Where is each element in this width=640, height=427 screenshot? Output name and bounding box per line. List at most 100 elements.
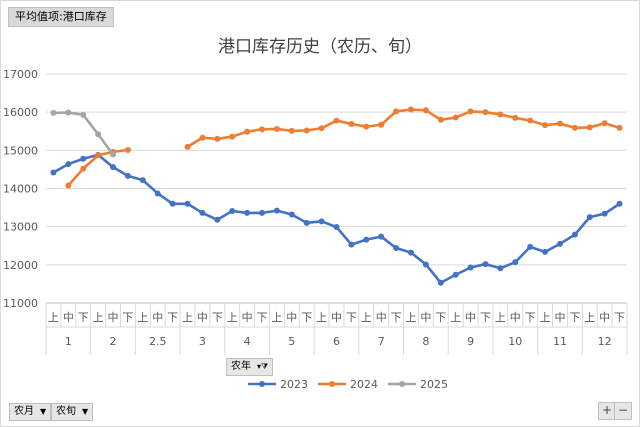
data-point-2024 [512,114,519,121]
x-tick-label-inner: 中 [152,311,163,324]
x-tick-label-inner: 下 [212,311,223,324]
x-tick-label-inner: 上 [93,311,104,324]
x-tick-label-inner: 下 [435,311,446,324]
data-point-2024 [467,108,474,115]
data-point-2023 [348,241,355,248]
x-tick-label-inner: 中 [286,311,297,324]
x-axis: 上中下上中下上中下上中下上中下上中下上中下上中下上中下上中下上中下上中下上中下1… [45,302,628,355]
data-point-2023 [288,211,295,218]
data-point-2023 [571,231,578,238]
data-point-2024 [348,120,355,127]
x-tick-label-outer: 4 [244,335,251,348]
filter-month-label: 农月 [14,406,34,417]
data-point-2023 [50,169,57,176]
axis-field-button-nongnian[interactable]: 农年 ▾⧩ [226,358,274,376]
data-point-2024 [199,134,206,141]
filter-button-month[interactable]: 农月 ▼ [9,403,52,421]
x-tick-label-outer: 1 [65,335,72,348]
data-point-2024 [556,120,563,127]
data-point-2024 [571,124,578,131]
dropdown-arrow-icon: ▼ [40,407,47,416]
legend-label-2024: 2024 [350,378,378,391]
data-point-2023 [169,200,176,207]
y-tick-label: 14000 [3,183,38,196]
y-tick-label: 11000 [3,297,38,310]
data-point-2024 [244,128,251,135]
data-point-2023 [527,243,534,250]
x-tick-label-outer: 11 [553,335,567,348]
data-point-2023 [393,245,400,252]
x-tick-label-inner: 上 [540,311,551,324]
data-point-2023 [363,236,370,243]
series-line-2023 [52,153,621,285]
x-tick-label-inner: 下 [301,311,312,324]
x-tick-label-outer: 12 [598,335,612,348]
data-point-2024 [527,117,534,124]
data-point-2024 [542,122,549,129]
x-tick-label-inner: 上 [271,311,282,324]
pivot-value-field-button[interactable]: 平均值项:港口库存 [8,7,114,27]
x-tick-label-outer: 6 [333,335,340,348]
data-point-2023 [556,240,563,247]
data-point-2025 [95,131,102,138]
data-point-2023 [497,265,504,272]
series-line-2025 [53,111,115,156]
data-point-2024 [65,182,72,189]
x-tick-label-inner: 中 [376,311,387,324]
x-tick-label-inner: 上 [361,311,372,324]
dropdown-arrow-icon: ▼ [82,407,89,416]
data-point-2023 [80,155,87,162]
data-point-2024 [214,135,221,142]
y-tick-label: 12000 [3,259,38,272]
collapse-button[interactable]: − [614,402,632,420]
data-point-2023 [452,271,459,278]
data-point-2023 [512,259,519,266]
data-point-2023 [378,233,385,240]
data-point-2023 [154,190,161,197]
x-tick-label-outer: 2.5 [149,335,167,348]
legend-marker-2024 [329,381,335,387]
legend-marker-2025 [399,381,405,387]
x-tick-label-inner: 中 [197,311,208,324]
x-tick-label-inner: 下 [257,311,268,324]
data-point-2024 [378,121,385,128]
data-point-2024 [80,165,87,172]
x-tick-label-inner: 下 [525,311,536,324]
x-tick-label-outer: 2 [110,335,117,348]
x-tick-label-inner: 中 [331,311,342,324]
data-point-2024 [288,127,295,134]
x-tick-label-inner: 中 [108,311,119,324]
data-point-2025 [65,109,72,116]
data-point-2024 [124,146,131,153]
data-point-2023 [482,261,489,268]
data-point-2024 [422,107,429,114]
data-point-2023 [586,214,593,221]
data-point-2024 [95,152,102,159]
data-point-2023 [437,279,444,286]
data-point-2023 [199,209,206,216]
data-point-2023 [229,208,236,215]
x-tick-label-inner: 下 [122,311,133,324]
data-point-2023 [601,210,608,217]
axis-field-label: 农年 [231,361,251,372]
data-point-2023 [467,264,474,271]
data-point-2023 [273,207,280,214]
series-lines [50,106,623,286]
y-axis-tick-labels: 11000 12000 13000 14000 15000 16000 17000 [3,68,38,310]
data-point-2023 [407,249,414,256]
x-tick-label-inner: 中 [420,311,431,324]
x-tick-label-outer: 8 [422,335,429,348]
x-tick-label-inner: 上 [316,311,327,324]
x-tick-label-outer: 10 [508,335,522,348]
data-point-2024 [229,133,236,140]
data-point-2024 [273,125,280,132]
data-point-2023 [65,161,72,168]
x-tick-label-inner: 下 [391,311,402,324]
x-tick-label-inner: 下 [614,311,625,324]
x-tick-label-inner: 上 [495,311,506,324]
filter-button-decade[interactable]: 农旬 ▼ [51,403,94,421]
data-point-2024 [363,123,370,130]
data-point-2024 [393,108,400,115]
data-point-2023 [318,218,325,225]
